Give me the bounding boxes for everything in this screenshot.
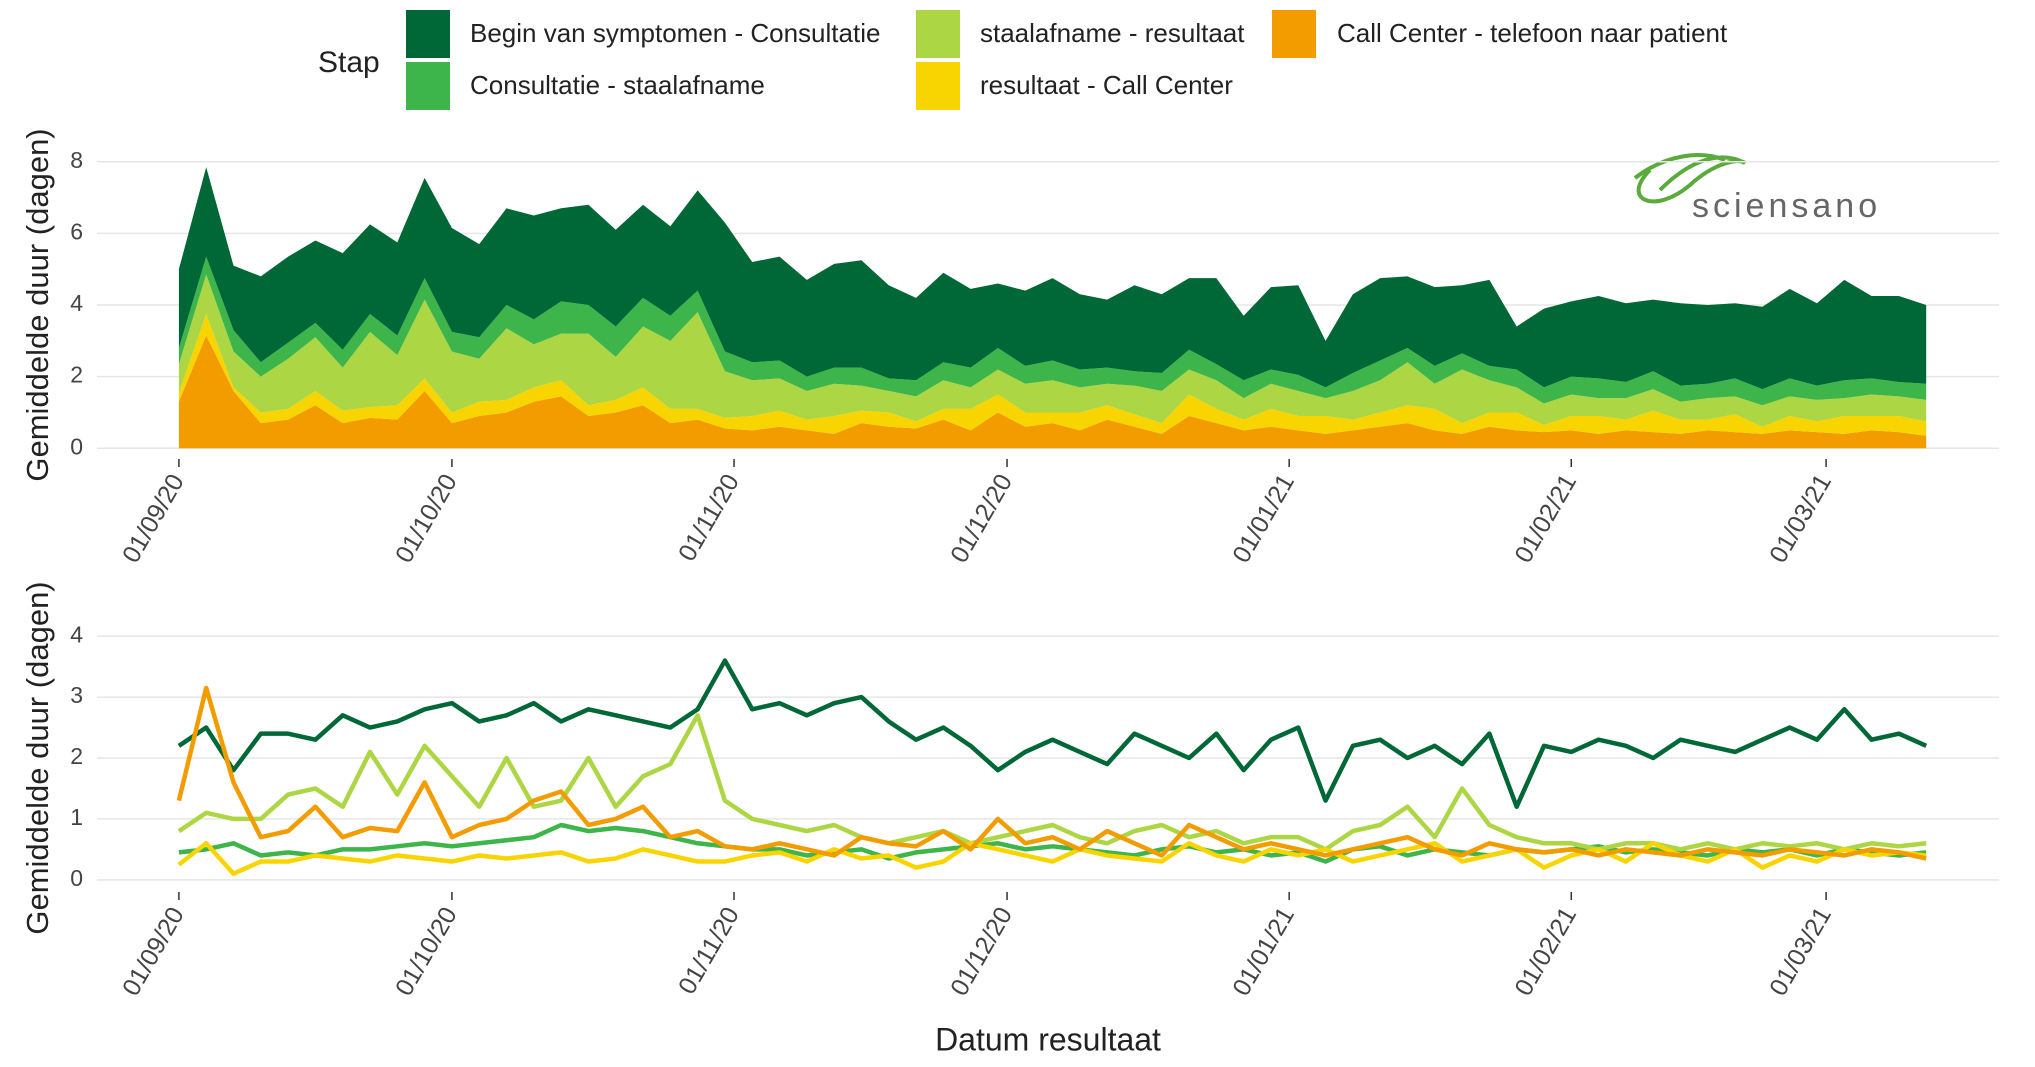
x-tick-label: 01/10/20 (390, 902, 463, 1000)
line (178, 822, 1927, 864)
y-tick-label: 4 (70, 290, 83, 316)
x-tick-label: 01/11/20 (673, 469, 745, 566)
legend-swatch (916, 62, 960, 110)
legend-swatch (1272, 10, 1316, 58)
line (177, 841, 1927, 876)
legend-label: Consultatie - staalafname (470, 70, 765, 100)
x-tick-label: 01/02/21 (1509, 902, 1582, 1000)
legend-swatch (916, 10, 960, 58)
logo-leaf (1633, 153, 1747, 204)
legend-title: Stap (318, 46, 380, 79)
x-axis-label: Datum resultaat (935, 1021, 1161, 1057)
logo: sciensano (1633, 153, 1881, 225)
legend-swatch (406, 62, 450, 110)
line (177, 713, 1927, 852)
y-tick-label: 2 (70, 362, 83, 388)
y-tick-label: 6 (70, 218, 83, 244)
y-tick-label: 0 (70, 865, 83, 891)
area (178, 256, 1927, 406)
x-tick-label: 01/03/21 (1764, 902, 1837, 1000)
legend-label: Begin van symptomen - Consultatie (470, 18, 880, 48)
legend-label: Call Center - telefoon naar patient (1337, 18, 1728, 48)
x-tick-label: 01/10/20 (390, 469, 463, 567)
area (178, 335, 1927, 449)
area (178, 274, 1927, 427)
line (177, 658, 1928, 809)
x-tick-label: 01/01/21 (1227, 469, 1300, 567)
legend-label: staalafname - resultaat (980, 18, 1245, 48)
area (178, 313, 1927, 436)
legend-swatch (406, 10, 450, 58)
x-tick-label: 01/01/21 (1227, 902, 1300, 1000)
x-tick-label: 01/03/21 (1764, 469, 1837, 567)
x-tick-label: 01/09/20 (117, 469, 190, 567)
legend-label: resultaat - Call Center (980, 70, 1233, 100)
x-tick-label: 01/02/21 (1509, 469, 1582, 567)
y-tick-label: 1 (70, 804, 83, 830)
y-tick-label: 4 (70, 621, 83, 647)
y-tick-label: 3 (70, 682, 83, 708)
logo-text: sciensano (1692, 187, 1881, 225)
line (176, 685, 1927, 861)
y-axis-label: Gemiddelde duur (dagen) (20, 128, 55, 481)
y-tick-label: 2 (70, 743, 83, 769)
area (178, 167, 1927, 390)
x-tick-label: 01/09/20 (117, 902, 190, 1000)
y-axis-label: Gemiddelde duur (dagen) (20, 581, 55, 934)
y-tick-label: 8 (70, 147, 83, 173)
x-tick-label: 01/11/20 (673, 902, 745, 999)
y-tick-label: 0 (70, 433, 83, 459)
x-tick-label: 01/12/20 (945, 902, 1018, 1000)
x-tick-label: 01/12/20 (945, 469, 1018, 567)
